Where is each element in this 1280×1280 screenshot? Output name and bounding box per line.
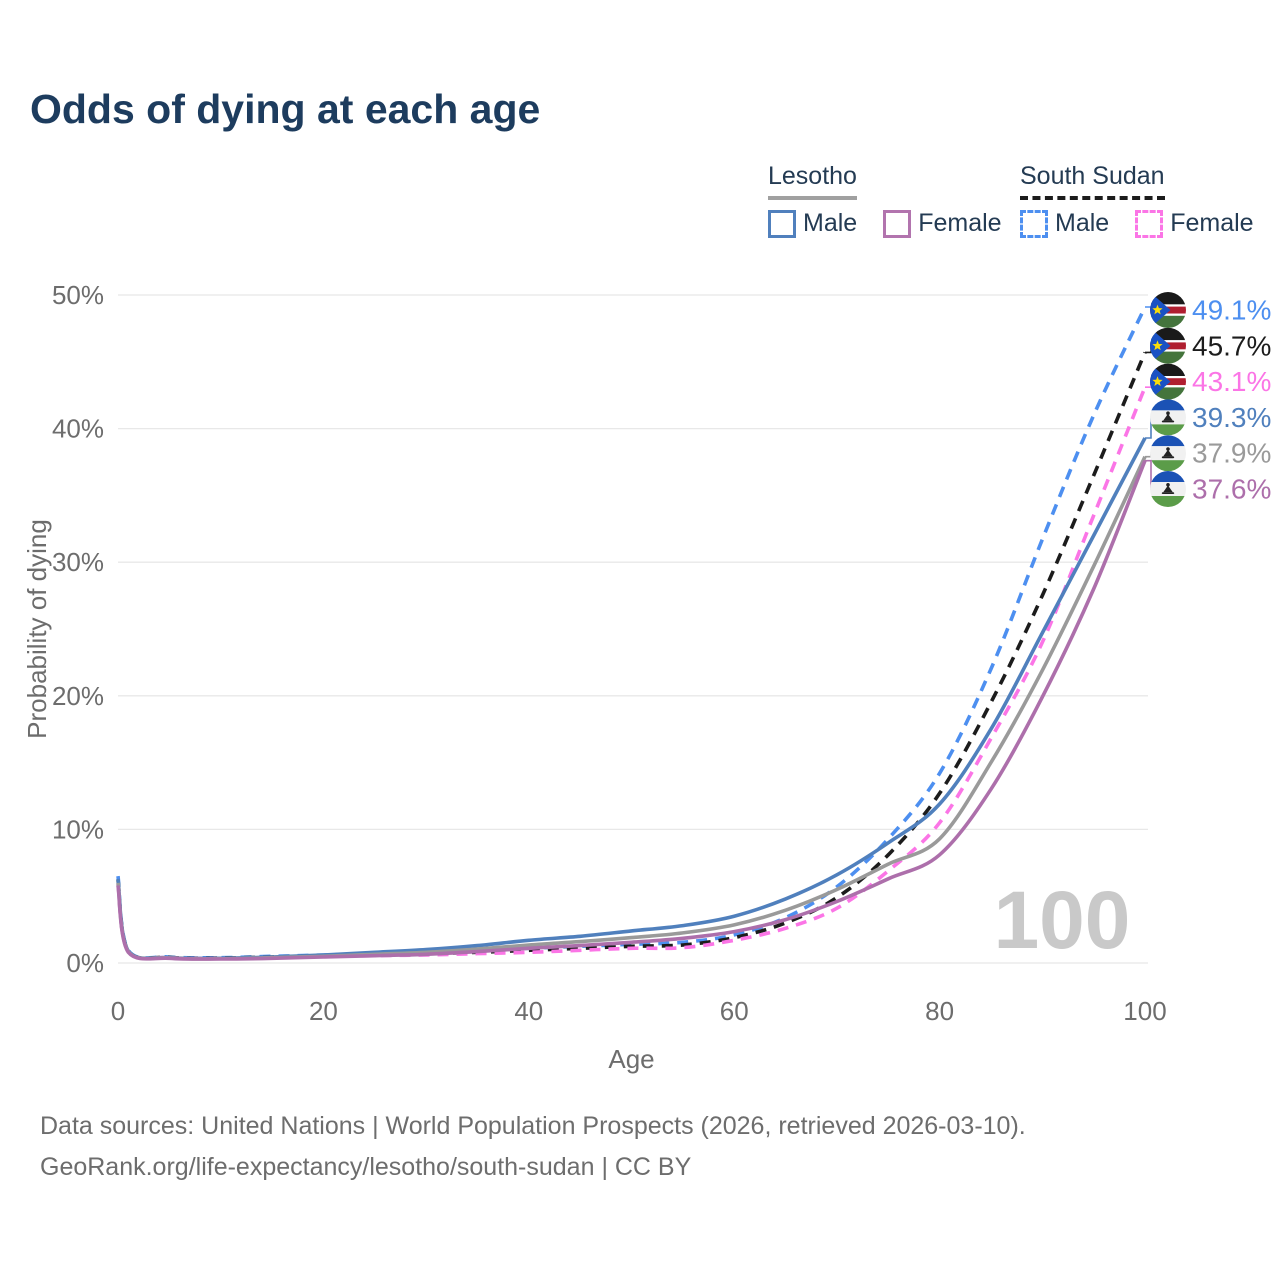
legend-swatch-icon	[883, 209, 912, 238]
legend-swatch-icon	[768, 209, 796, 238]
footer: Data sources: United Nations | World Pop…	[40, 1106, 1026, 1188]
flag-icon-south-sudan	[1150, 363, 1186, 400]
end-value-label: 39.3%	[1192, 402, 1271, 433]
legend-item-label: Male	[1055, 209, 1110, 237]
legend-item-lesotho-male[interactable]: Male	[768, 209, 857, 238]
x-tick-label: 80	[925, 996, 954, 1026]
legend-group-title: Lesotho	[768, 162, 857, 200]
x-tick-label: 0	[111, 996, 125, 1026]
y-tick-label: 20%	[52, 681, 104, 711]
legend-item-label: Female	[918, 209, 1002, 237]
legend-item-south-sudan-female[interactable]: Female	[1135, 209, 1254, 238]
legend-item-label: Female	[1170, 209, 1254, 237]
legend-item-lesotho-female[interactable]: Female	[883, 209, 1002, 238]
line-lesotho-male[interactable]	[116, 437, 1147, 961]
page-title: Odds of dying at each age	[30, 86, 541, 132]
x-tick-label: 20	[309, 996, 338, 1026]
y-tick-label: 0%	[66, 948, 104, 978]
flag-icon-lesotho	[1150, 435, 1186, 472]
legend-group-lesotho: Lesotho Male Female	[768, 162, 1002, 238]
legend-item-south-sudan-male[interactable]: Male	[1020, 209, 1109, 238]
legend-group-south-sudan: South Sudan Male Female	[1020, 162, 1254, 238]
flag-icon-lesotho	[1150, 399, 1186, 436]
y-tick-label: 10%	[52, 814, 104, 844]
legend-group-title: South Sudan	[1020, 162, 1165, 200]
x-tick-label: 100	[1123, 996, 1166, 1026]
footer-attribution: GeoRank.org/life-expectancy/lesotho/sout…	[40, 1153, 692, 1181]
end-value-label: 45.7%	[1192, 330, 1271, 361]
age-watermark: 100	[994, 875, 1131, 966]
legend-swatch-icon	[1135, 209, 1164, 238]
flag-icon-lesotho	[1150, 471, 1186, 507]
line-lesotho-both-sexes[interactable]	[116, 455, 1147, 961]
legend-swatch-icon	[1020, 209, 1048, 238]
flag-icon-south-sudan	[1150, 327, 1186, 364]
end-value-label: 37.6%	[1192, 474, 1271, 505]
y-tick-label: 30%	[52, 547, 104, 577]
legend-item-label: Male	[803, 209, 858, 237]
end-value-label: 37.9%	[1192, 438, 1271, 469]
line-south-sudan-both-sexes[interactable]	[116, 351, 1147, 961]
y-tick-label: 50%	[52, 280, 104, 310]
x-tick-label: 40	[514, 996, 543, 1026]
footer-data-sources: Data sources: United Nations | World Pop…	[40, 1112, 1026, 1140]
flag-icon-south-sudan	[1150, 292, 1186, 328]
end-value-label: 43.1%	[1192, 366, 1271, 397]
x-axis-title: Age	[608, 1044, 654, 1074]
y-tick-label: 40%	[52, 414, 104, 444]
x-tick-label: 60	[720, 996, 749, 1026]
end-value-label: 49.1%	[1192, 295, 1271, 326]
line-lesotho-female[interactable]	[116, 460, 1147, 961]
line-south-sudan-male[interactable]	[116, 306, 1147, 960]
y-axis-title: Probability of dying	[22, 519, 52, 739]
